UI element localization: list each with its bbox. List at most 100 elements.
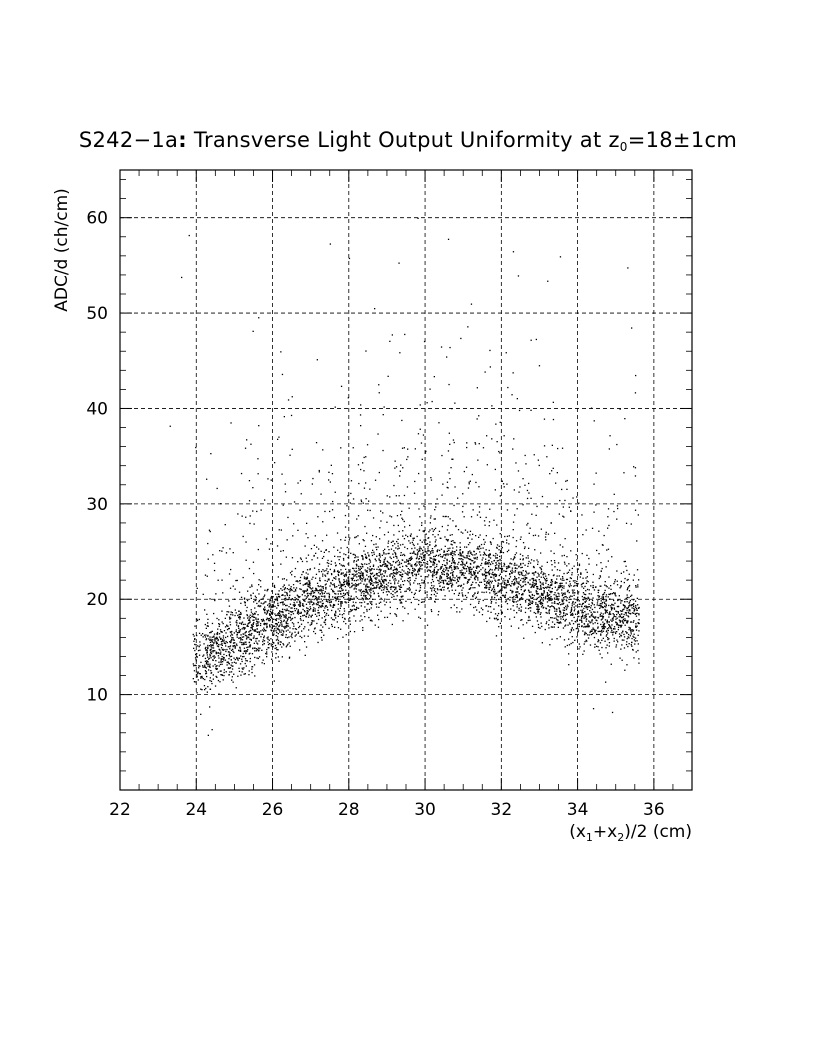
scatter-point (405, 590, 407, 592)
scatter-point (595, 504, 597, 506)
scatter-point (372, 549, 374, 551)
scatter-point (442, 570, 444, 573)
scatter-point (623, 647, 626, 649)
scatter-point (366, 583, 368, 585)
scatter-point (448, 383, 450, 386)
scatter-point (349, 620, 351, 622)
scatter-point (333, 570, 336, 572)
scatter-point (569, 580, 571, 583)
scatter-point (306, 576, 308, 578)
scatter-point (337, 590, 339, 592)
scatter-point (476, 514, 479, 516)
scatter-point (323, 551, 325, 553)
scatter-point (548, 624, 550, 626)
scatter-point (314, 608, 316, 610)
scatter-point (515, 540, 518, 542)
scatter-point (273, 600, 275, 603)
scatter-point (605, 611, 607, 613)
scatter-point (400, 578, 402, 580)
scatter-point (249, 657, 251, 660)
scatter-point (221, 621, 223, 623)
scatter-point (224, 649, 226, 651)
scatter-point (294, 635, 296, 637)
scatter-point (512, 571, 514, 573)
scatter-point (451, 408, 453, 410)
scatter-point (247, 625, 249, 627)
scatter-point (407, 535, 409, 538)
scatter-point (335, 610, 337, 612)
scatter-point (287, 625, 290, 627)
scatter-point (489, 349, 491, 352)
scatter-point (335, 600, 337, 602)
scatter-point (246, 614, 249, 617)
scatter-point (613, 604, 615, 606)
scatter-point (506, 509, 509, 511)
scatter-point (601, 639, 603, 641)
scatter-point (375, 543, 377, 545)
scatter-point (404, 607, 406, 609)
scatter-point (397, 542, 399, 545)
scatter-point (239, 615, 241, 618)
scatter-point (361, 563, 364, 566)
scatter-point (333, 583, 335, 585)
scatter-point (469, 550, 471, 552)
scatter-point (452, 574, 454, 577)
scatter-point (564, 619, 566, 622)
scatter-point (422, 601, 424, 603)
scatter-point (423, 556, 425, 558)
scatter-point (425, 533, 427, 535)
scatter-point (479, 554, 482, 556)
scatter-point (369, 579, 371, 581)
scatter-point (417, 433, 420, 435)
scatter-point (453, 568, 455, 570)
scatter-point (333, 569, 336, 571)
scatter-point (380, 586, 382, 588)
scatter-point (209, 645, 211, 647)
scatter-point (464, 568, 466, 570)
scatter-point (554, 623, 556, 625)
scatter-point (478, 585, 480, 587)
scatter-point (556, 621, 558, 624)
scatter-point (485, 558, 487, 560)
scatter-point (265, 629, 267, 632)
scatter-point (537, 604, 539, 607)
scatter-point (410, 572, 413, 574)
scatter-point (240, 602, 242, 604)
scatter-point (395, 495, 397, 497)
scatter-point (283, 644, 285, 646)
scatter-point (477, 592, 479, 594)
scatter-point (573, 594, 575, 596)
scatter-point (545, 582, 547, 584)
scatter-point (336, 532, 339, 534)
scatter-point (285, 614, 287, 616)
scatter-point (553, 626, 555, 628)
scatter-point (204, 636, 207, 638)
scatter-point (485, 577, 487, 580)
scatter-point (300, 493, 302, 495)
scatter-point (318, 590, 320, 592)
scatter-point (605, 631, 608, 633)
scatter-point (303, 590, 306, 592)
scatter-point (594, 646, 596, 648)
scatter-point (244, 634, 247, 637)
scatter-point (563, 602, 565, 604)
scatter-point (226, 641, 228, 644)
scatter-point (637, 514, 639, 516)
scatter-point (433, 593, 435, 596)
scatter-point (358, 543, 360, 545)
scatter-point (205, 634, 207, 636)
scatter-point (400, 514, 402, 516)
scatter-point (378, 558, 380, 560)
scatter-point (376, 568, 378, 570)
scatter-point (352, 447, 354, 449)
scatter-point (347, 556, 349, 559)
scatter-point (598, 589, 600, 591)
scatter-point (597, 627, 599, 629)
scatter-point (474, 561, 476, 563)
scatter-point (528, 492, 530, 494)
scatter-point (548, 612, 550, 615)
scatter-point (372, 534, 374, 537)
scatter-point (578, 603, 580, 605)
scatter-point (383, 553, 385, 555)
scatter-point (632, 629, 635, 631)
